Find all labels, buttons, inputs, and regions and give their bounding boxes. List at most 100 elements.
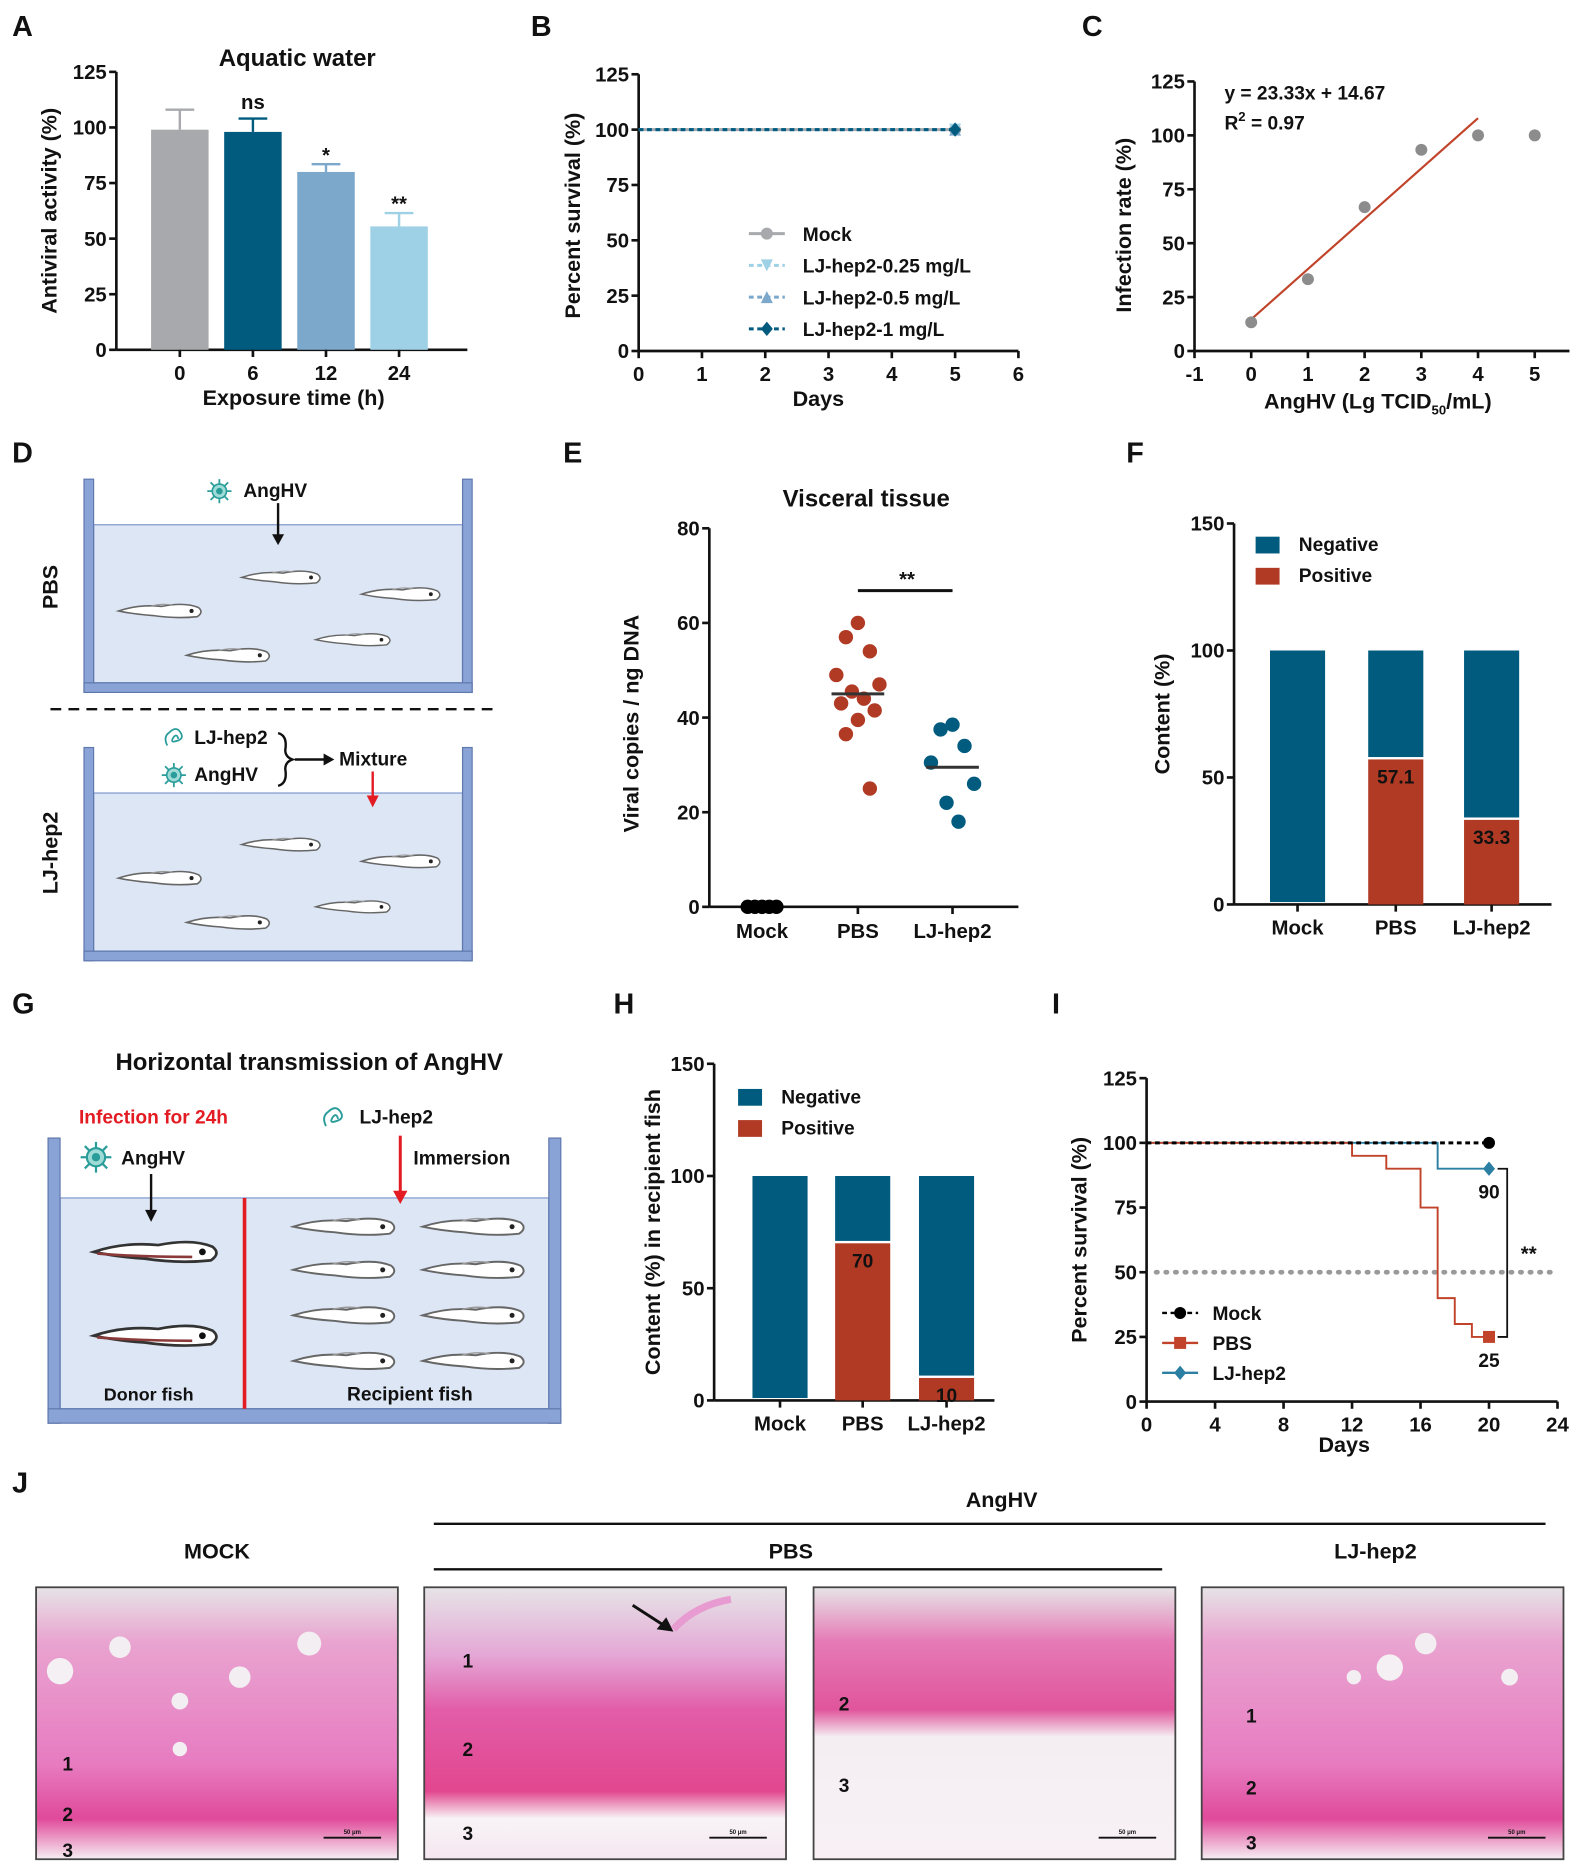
data-point (1174, 1306, 1187, 1319)
data-point (933, 722, 948, 737)
diagram-title: Horizontal transmission of AngHV (115, 1049, 502, 1076)
scale-bar-label: 50 μm (344, 1830, 361, 1836)
line (1146, 1141, 1490, 1170)
data-point (1472, 129, 1485, 142)
y-tick-label: 100 (1151, 126, 1185, 148)
data-point (838, 629, 854, 645)
x-tick-label: 5 (1529, 364, 1540, 386)
data-point (1483, 1161, 1496, 1176)
virus-icon (160, 762, 187, 789)
histology-image-pbs-2: 2 3 50 μm (812, 1586, 1177, 1861)
x-axis-label: AngHV (Lg TCID50/mL) (1264, 389, 1492, 418)
y-tick-label: 25 (1162, 287, 1185, 309)
bar-segment-negative (835, 1175, 891, 1241)
data-point (939, 795, 954, 810)
r-squared-exponent: 2 (1238, 109, 1245, 124)
legend-label: LJ-hep2 (1212, 1364, 1285, 1385)
legend-label: Negative (781, 1087, 861, 1108)
data-point (1415, 143, 1428, 156)
x-tick-label: LJ-hep2 (908, 1413, 986, 1435)
bar-segment-negative (1368, 650, 1424, 758)
data-point (867, 703, 882, 718)
series-line (1146, 1136, 1496, 1149)
x-tick-label: 3 (1416, 364, 1427, 386)
x-tick-label: 0 (174, 363, 185, 385)
anghv-label: AngHV (243, 481, 307, 502)
y-tick-label: 75 (1162, 179, 1185, 201)
data-point (872, 677, 887, 692)
chart-title: Visceral tissue (783, 486, 950, 513)
r-squared-symbol: R (1224, 113, 1238, 134)
group-header-anghv: AngHV (966, 1487, 1038, 1512)
end-label: 90 (1478, 1183, 1499, 1204)
panel-label-d: D (12, 437, 33, 469)
end-label: 25 (1478, 1351, 1500, 1372)
lj-hep2-icon (323, 1107, 343, 1128)
data-point (769, 899, 784, 915)
virus-icon (206, 478, 233, 505)
x-tick-label: 4 (886, 364, 898, 386)
y-tick-label: 100 (1103, 1133, 1137, 1155)
line (1146, 1141, 1490, 1338)
x-axis-label: Days (793, 386, 845, 411)
data-point (760, 227, 773, 240)
arrow-right-icon (323, 753, 335, 766)
chart-h-stacked-bar: 0 50 100 150 Mock 70 PBS 10 LJ-hep2 Negative Posit… (640, 1054, 995, 1435)
series-line (638, 122, 962, 137)
histology-image-lj-hep2: 1 2 3 50 μm (1200, 1586, 1565, 1861)
legend-label: Mock (1212, 1304, 1261, 1325)
y-tick-label: 50 (682, 1278, 705, 1300)
data-point (1358, 201, 1371, 214)
data-point (1301, 273, 1314, 286)
x-tick-label: 24 (1546, 1415, 1569, 1437)
significance-label: * (322, 145, 330, 167)
y-tick-label: 50 (84, 229, 107, 251)
y-tick-label: 50 (1114, 1262, 1137, 1284)
x-tick-label: 0 (1141, 1415, 1152, 1437)
panel-label-i: I (1052, 988, 1060, 1020)
y-axis-label: Percent survival (%) (1067, 1137, 1092, 1343)
x-tick-label: 1 (1302, 364, 1313, 386)
chart-a-bar: Aquatic water 0 25 50 75 100 125 0 6 ns 12 * 24 ** Exp… (36, 45, 468, 410)
data-label: 10 (936, 1386, 957, 1407)
data-point (838, 726, 854, 742)
y-tick-label: 150 (1190, 514, 1224, 536)
y-tick-label: 125 (1103, 1068, 1137, 1090)
bar-segment-negative (918, 1175, 975, 1376)
y-axis-label: Content (%) (1149, 654, 1174, 775)
x-tick-label: -1 (1185, 364, 1203, 386)
y-tick-label: 100 (671, 1166, 705, 1188)
legend-swatch (738, 1088, 763, 1106)
x-tick-label: Mock (754, 1413, 807, 1435)
row-label-lj-hep2: LJ-hep2 (38, 812, 63, 895)
data-point (949, 122, 962, 137)
x-tick-label: 1 (696, 364, 707, 386)
recipient-label: Recipient fish (347, 1384, 473, 1405)
lj-hep2-label: LJ-hep2 (194, 728, 267, 749)
legend-swatch (1255, 567, 1280, 585)
data-point (844, 684, 860, 699)
data-point (829, 667, 844, 683)
y-axis-label: Infection rate (%) (1111, 138, 1136, 313)
lj-hep2-label: LJ-hep2 (360, 1108, 433, 1129)
bar-segment-positive (1368, 759, 1424, 905)
bar-segment-negative (752, 1175, 808, 1399)
data-point (1483, 1136, 1496, 1149)
x-tick-label: LJ-hep2 (1453, 917, 1531, 939)
tank-lj-hep2 (83, 746, 473, 962)
panel-label-b: B (531, 11, 552, 43)
panel-label-g: G (12, 988, 34, 1020)
immersion-label: Immersion (413, 1148, 510, 1169)
legend-label: LJ-hep2-1 mg/L (803, 320, 945, 341)
chart-b-line: 0 25 50 75 100 125 0 1 2 3 4 5 6 Mock LJ-hep2-0.25 mg/… (560, 64, 1024, 411)
data-point (966, 776, 982, 792)
brace (277, 731, 297, 788)
data-point (1245, 316, 1258, 329)
data-point (1528, 129, 1541, 142)
x-tick-label: 0 (1246, 364, 1257, 386)
y-tick-label: 50 (1202, 768, 1225, 790)
legend-label: Positive (1299, 566, 1372, 587)
significance-label: ns (241, 92, 265, 114)
r-squared-label: R2 = 0.97 (1224, 109, 1304, 134)
